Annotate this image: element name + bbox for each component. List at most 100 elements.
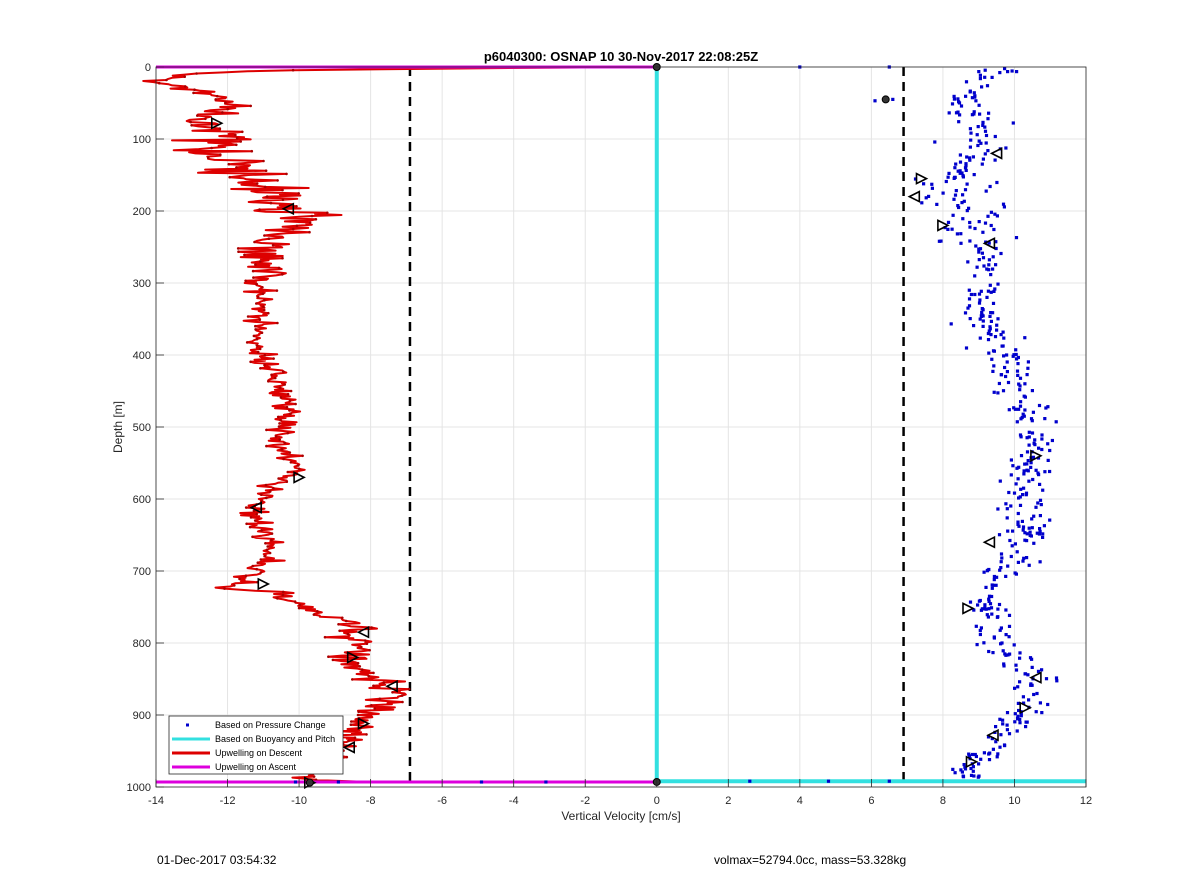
- descent-point: [288, 399, 292, 403]
- pressure-point: [1019, 487, 1023, 491]
- pressure-point: [989, 319, 993, 323]
- pressure-point: [994, 240, 998, 244]
- pressure-point: [988, 751, 992, 755]
- pressure-point: [956, 204, 960, 208]
- pressure-point: [1027, 430, 1031, 434]
- descent-point: [347, 739, 350, 743]
- descent-point: [245, 522, 248, 526]
- pressure-point: [946, 220, 951, 224]
- descent-point: [254, 263, 257, 266]
- pressure-point: [998, 71, 1002, 75]
- pressure-point: [1034, 505, 1038, 509]
- pressure-point: [976, 125, 980, 129]
- endpoint-marker: [305, 778, 314, 787]
- pressure-point: [965, 209, 969, 213]
- descent-point: [270, 538, 273, 542]
- pressure-point: [972, 173, 976, 177]
- pressure-point: [999, 251, 1003, 256]
- pressure-point: [1029, 417, 1034, 421]
- pressure-point: [991, 267, 995, 271]
- pressure-point: [933, 140, 937, 144]
- pressure-point: [967, 288, 971, 292]
- pressure-point: [998, 745, 1002, 749]
- pressure-point: [1002, 662, 1006, 666]
- pressure-point: [991, 255, 995, 259]
- pressure-point: [990, 75, 994, 79]
- pressure-point: [941, 191, 945, 195]
- descent-point: [218, 127, 222, 130]
- pressure-point: [978, 628, 982, 633]
- descent-point: [265, 428, 268, 432]
- pressure-point: [1030, 526, 1034, 530]
- descent-point: [274, 376, 277, 380]
- descent-point: [277, 425, 281, 428]
- pressure-point: [963, 188, 968, 192]
- pressure-point: [968, 600, 973, 604]
- descent-point: [391, 691, 394, 694]
- descent-point: [281, 198, 285, 202]
- pressure-point: [1025, 532, 1029, 536]
- pressure-point: [1005, 711, 1010, 715]
- pressure-point: [987, 351, 991, 355]
- descent-point: [263, 554, 266, 558]
- pressure-point: [993, 158, 997, 162]
- descent-point: [241, 130, 244, 134]
- pressure-point: [1013, 542, 1017, 546]
- pressure-point: [1025, 556, 1029, 560]
- pressure-point: [987, 268, 991, 272]
- pressure-point: [972, 324, 976, 328]
- pressure-point: [996, 752, 1000, 756]
- triangle-marker: [249, 501, 263, 514]
- descent-point: [295, 205, 298, 208]
- pressure-point: [971, 155, 975, 159]
- pressure-point: [1036, 501, 1040, 505]
- descent-point: [285, 405, 289, 409]
- pressure-point: [952, 94, 956, 98]
- pressure-point: [972, 112, 976, 116]
- pressure-point: [987, 758, 992, 762]
- y-tick-label: 200: [133, 206, 151, 218]
- pressure-point: [1023, 382, 1027, 386]
- descent-point: [281, 593, 285, 597]
- pressure-point: [1041, 488, 1045, 492]
- pressure-point: [1025, 539, 1029, 543]
- descent-point: [285, 480, 289, 484]
- pressure-point: [1013, 712, 1017, 716]
- pressure-point: [958, 171, 962, 175]
- pressure-point: [1021, 525, 1026, 529]
- descent-point: [367, 674, 371, 678]
- pressure-point: [1018, 651, 1022, 655]
- pressure-point: [950, 227, 954, 231]
- triangle-marker: [965, 755, 979, 769]
- pressure-point: [957, 205, 961, 210]
- pressure-point: [1031, 410, 1035, 414]
- descent-point: [298, 603, 302, 607]
- pressure-point: [1022, 486, 1026, 490]
- pressure-point: [1000, 344, 1004, 348]
- pressure-point: [994, 725, 998, 729]
- descent-point: [224, 101, 227, 104]
- descent-point: [310, 214, 314, 218]
- pressure-point: [968, 156, 972, 160]
- pressure-point: [924, 196, 928, 200]
- descent-point: [288, 451, 292, 454]
- pressure-point: [1040, 447, 1044, 452]
- descent-point: [264, 483, 268, 487]
- descent-point: [297, 192, 301, 195]
- pressure-point: [964, 346, 969, 350]
- pressure-point: [960, 770, 964, 774]
- x-tick-label: -6: [437, 795, 447, 807]
- pressure-point: [951, 767, 955, 771]
- pressure-point: [930, 182, 934, 186]
- pressure-point: [957, 100, 961, 104]
- pressure-point: [1012, 643, 1016, 647]
- descent-point: [244, 279, 247, 283]
- pressure-point: [1018, 404, 1023, 408]
- pressure-point: [999, 642, 1003, 646]
- pressure-point: [973, 226, 977, 231]
- pressure-point: [1019, 714, 1023, 718]
- pressure-point: [1043, 417, 1047, 421]
- pressure-point: [1006, 70, 1010, 74]
- descent-point: [236, 247, 240, 250]
- descent-point: [314, 778, 318, 782]
